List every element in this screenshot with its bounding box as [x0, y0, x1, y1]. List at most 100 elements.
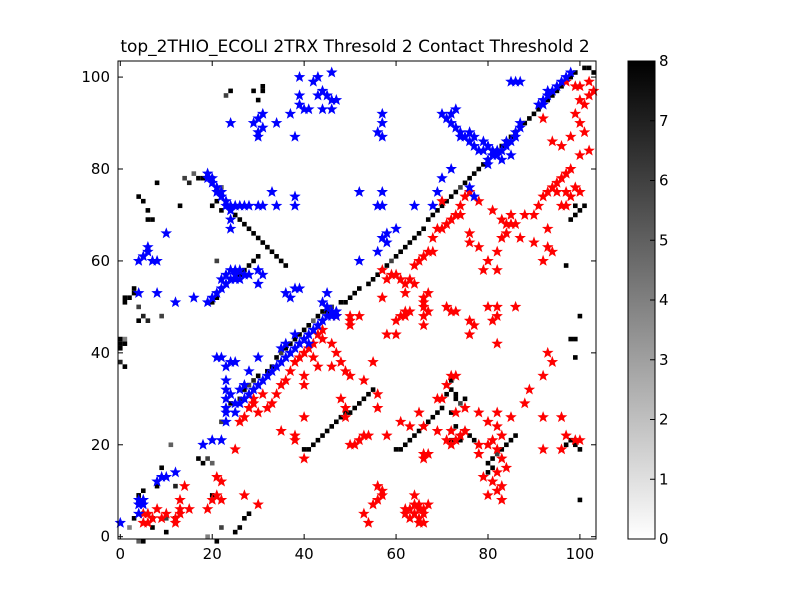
blue-star-marker — [137, 498, 150, 510]
heatmap-cell — [462, 180, 468, 186]
heatmap-cell — [260, 240, 266, 245]
blue-star-marker — [243, 365, 255, 377]
blue-star-marker — [220, 415, 232, 427]
blue-star-marker — [215, 190, 228, 202]
red-star-marker — [491, 420, 503, 432]
blue-star-marker — [142, 241, 154, 253]
red-star-marker — [537, 254, 549, 266]
y-tick-label: 20 — [91, 436, 110, 454]
red-star-marker — [537, 411, 549, 423]
red-star-marker — [284, 365, 297, 377]
red-star-marker — [574, 80, 586, 92]
heatmap-cell — [453, 391, 459, 397]
red-star-marker — [307, 351, 320, 363]
blue-star-marker — [224, 116, 237, 129]
heatmap-cell — [255, 235, 261, 241]
heatmap-cell — [425, 217, 431, 222]
blue-star-marker — [450, 103, 462, 115]
blue-star-marker — [215, 351, 228, 363]
heatmap-cell — [163, 529, 169, 535]
red-star-marker — [211, 470, 223, 482]
blue-star-marker — [353, 254, 366, 266]
blue-star-marker — [224, 222, 237, 234]
heatmap-cell — [347, 410, 353, 415]
blue-star-marker — [211, 185, 223, 197]
red-star-marker — [247, 397, 260, 409]
blue-star-marker — [376, 185, 388, 197]
blue-star-marker — [229, 406, 241, 418]
heatmap-cell — [127, 295, 132, 300]
red-star-marker — [417, 420, 430, 432]
y-tick-label: 100 — [81, 68, 110, 86]
heatmap-cell — [274, 355, 279, 360]
blue-star-marker — [371, 199, 384, 211]
heatmap-cell — [527, 116, 532, 121]
blue-star-marker — [220, 195, 232, 207]
blue-star-marker — [270, 199, 283, 211]
heatmap-cell — [499, 447, 505, 452]
heatmap-cell — [458, 437, 463, 443]
blue-star-marker — [482, 158, 494, 170]
red-star-marker — [325, 337, 338, 349]
blue-star-marker — [326, 66, 338, 78]
blue-star-marker — [289, 190, 301, 202]
blue-star-marker — [114, 516, 126, 528]
heatmap-cell — [370, 277, 376, 282]
heatmap-cell — [255, 373, 261, 379]
blue-star-marker — [169, 466, 182, 478]
heatmap-cell — [182, 175, 187, 181]
red-star-marker — [330, 346, 343, 358]
blue-star-marker — [206, 172, 219, 184]
red-star-marker — [482, 489, 494, 501]
red-star-marker — [417, 516, 430, 528]
red-star-marker — [518, 397, 531, 409]
heatmap-cell — [343, 300, 348, 305]
red-star-marker — [390, 328, 402, 340]
heatmap-cell — [301, 447, 307, 452]
blue-star-marker — [293, 71, 306, 83]
blue-star-marker — [454, 130, 467, 142]
blue-star-marker — [234, 383, 246, 395]
red-star-marker — [495, 213, 508, 225]
heatmap-cell — [421, 226, 426, 232]
colorbar-tick-label: 3 — [659, 351, 669, 369]
red-star-marker — [574, 116, 586, 129]
heatmap-cell — [251, 378, 256, 383]
red-star-marker — [546, 135, 559, 147]
heatmap-cell — [448, 387, 454, 392]
heatmap-cell — [508, 437, 514, 443]
blue-star-marker — [316, 84, 329, 96]
heatmap-cell — [361, 396, 367, 402]
red-star-marker — [450, 369, 462, 381]
heatmap-cell — [485, 460, 491, 466]
red-star-marker — [491, 245, 503, 257]
y-axis: 0 20 40 60 80 100 — [81, 68, 596, 546]
contact-markers — [114, 66, 600, 528]
red-star-marker — [578, 126, 591, 138]
colorbar-tick-label: 4 — [659, 291, 669, 309]
heatmap-cell — [200, 460, 206, 466]
red-star-marker — [174, 503, 186, 515]
heatmap-cell — [563, 263, 569, 268]
red-star-marker — [238, 489, 251, 501]
blue-star-marker — [312, 71, 324, 83]
heatmap-cell — [444, 198, 449, 204]
heatmap-cell — [301, 327, 307, 333]
blue-star-marker — [321, 287, 333, 298]
heatmap-cell — [586, 65, 592, 71]
heatmap-cell — [398, 447, 403, 452]
heatmap-cell — [439, 405, 445, 411]
blue-star-marker — [390, 222, 402, 234]
blue-star-marker — [477, 135, 490, 147]
red-star-marker — [422, 287, 435, 299]
blue-star-marker — [325, 103, 338, 115]
heatmap-cell — [490, 456, 495, 461]
red-star-marker — [445, 424, 458, 436]
red-star-marker — [473, 438, 485, 450]
red-star-marker — [473, 241, 485, 253]
red-star-marker — [569, 107, 582, 119]
red-star-marker — [238, 411, 251, 423]
red-star-marker — [431, 222, 444, 234]
heatmap-cell — [177, 203, 183, 209]
y-tick-label: 60 — [91, 252, 110, 270]
